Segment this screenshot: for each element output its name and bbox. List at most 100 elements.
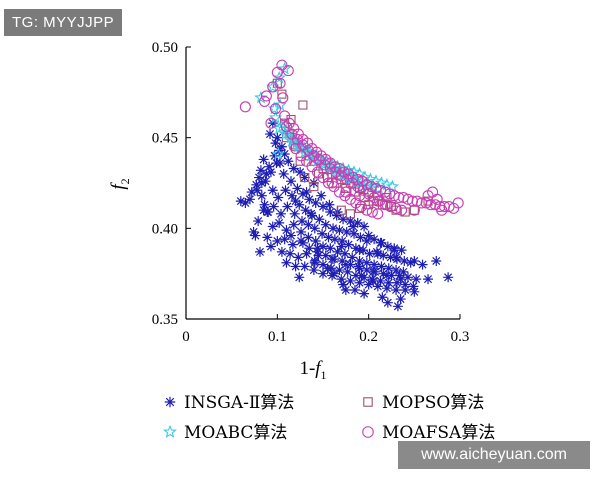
asterisk-point <box>331 210 342 221</box>
asterisk-point <box>260 176 271 187</box>
asterisk-point <box>283 156 294 167</box>
asterisk-point <box>296 216 307 227</box>
asterisk-point <box>394 270 405 281</box>
asterisk-point <box>262 232 273 243</box>
asterisk-point <box>256 178 267 188</box>
y-axis-label-sub: 2 <box>118 178 132 184</box>
asterisk-point <box>306 208 317 219</box>
asterisk-point <box>354 255 365 266</box>
asterisk-point <box>383 277 394 288</box>
asterisk-point <box>371 246 382 257</box>
asterisk-point <box>318 201 328 212</box>
y-tick-label: 0.45 <box>152 131 178 147</box>
asterisk-point <box>337 255 348 266</box>
circle-point <box>372 208 384 220</box>
asterisk-point <box>356 270 367 281</box>
asterisk-point <box>364 248 375 259</box>
asterisk-point <box>309 223 320 234</box>
asterisk-point <box>273 192 284 203</box>
asterisk-point <box>285 248 296 259</box>
asterisk-point <box>402 272 413 283</box>
circle-point <box>265 117 277 129</box>
asterisk-point <box>382 241 393 252</box>
asterisk-point <box>408 281 419 292</box>
asterisk-point <box>347 252 358 263</box>
asterisk-point <box>265 167 276 178</box>
square-point <box>336 205 346 215</box>
star-point <box>277 61 292 75</box>
circle-point <box>346 177 358 189</box>
x-axis-label: 1-f1 <box>299 358 326 382</box>
asterisk-point <box>396 245 407 256</box>
x-tick-label: 0.2 <box>359 329 378 345</box>
asterisk-point <box>274 217 285 228</box>
asterisk-point <box>258 205 269 216</box>
asterisk-point <box>267 118 278 129</box>
circle-point <box>330 166 342 178</box>
asterisk-point <box>299 261 310 272</box>
asterisk-point <box>349 228 360 239</box>
square-point <box>409 205 419 215</box>
asterisk-point <box>281 257 292 268</box>
asterisk-point <box>294 272 305 283</box>
watermark-bottom: www.aicheyuan.com <box>398 441 590 469</box>
asterisk-point <box>322 263 333 274</box>
asterisk-point <box>332 246 343 257</box>
asterisk-point <box>405 257 416 268</box>
square-point <box>300 173 310 183</box>
circle-point <box>341 173 353 185</box>
asterisk-point <box>325 207 336 218</box>
asterisk-point <box>354 263 365 274</box>
circle-point <box>452 197 464 209</box>
asterisk-point <box>275 208 286 219</box>
square-point <box>332 178 342 188</box>
y-axis-label: f2 <box>108 178 132 189</box>
asterisk-point <box>327 254 338 265</box>
circle-point <box>395 204 408 216</box>
square-point <box>309 182 319 192</box>
asterisk-point <box>318 268 328 279</box>
asterisk-point <box>297 237 308 248</box>
asterisk-point <box>392 301 403 312</box>
asterisk-point <box>264 161 275 172</box>
asterisk-point <box>253 216 264 227</box>
asterisk-point <box>368 275 379 286</box>
circle-point <box>277 92 289 104</box>
asterisk-point <box>258 154 269 165</box>
asterisk-point <box>309 257 320 268</box>
asterisk-point <box>250 230 261 241</box>
asterisk-point <box>395 274 406 285</box>
asterisk-point <box>323 232 334 243</box>
asterisk-point <box>279 148 290 159</box>
y-tick-label: 0.35 <box>152 312 178 328</box>
circle-point <box>306 161 318 173</box>
asterisk-point <box>286 190 297 201</box>
circle-point <box>319 159 331 171</box>
asterisk-point <box>376 237 387 248</box>
asterisk-point <box>431 255 442 266</box>
asterisk-point <box>353 261 364 272</box>
asterisk-point <box>299 172 310 183</box>
axes <box>185 47 460 320</box>
asterisk-point <box>328 223 339 234</box>
circle-point <box>431 193 443 205</box>
asterisk-point <box>411 274 422 285</box>
asterisk-point <box>334 265 345 276</box>
asterisk-point <box>345 275 356 286</box>
asterisk-point <box>244 194 255 205</box>
asterisk-point <box>348 221 359 232</box>
asterisk-point <box>248 226 259 237</box>
asterisk-point <box>272 132 283 143</box>
asterisk-point <box>312 243 323 254</box>
legend-circle-icon <box>362 426 374 438</box>
asterisk-point <box>378 250 389 261</box>
asterisk-point <box>286 230 297 241</box>
asterisk-point <box>293 252 304 263</box>
asterisk-point <box>400 284 411 295</box>
circle-point <box>355 201 367 213</box>
asterisk-point <box>367 274 378 285</box>
asterisk-point <box>313 250 324 261</box>
asterisk-point <box>254 246 265 257</box>
circle-point <box>366 206 378 218</box>
asterisk-point <box>267 221 278 232</box>
